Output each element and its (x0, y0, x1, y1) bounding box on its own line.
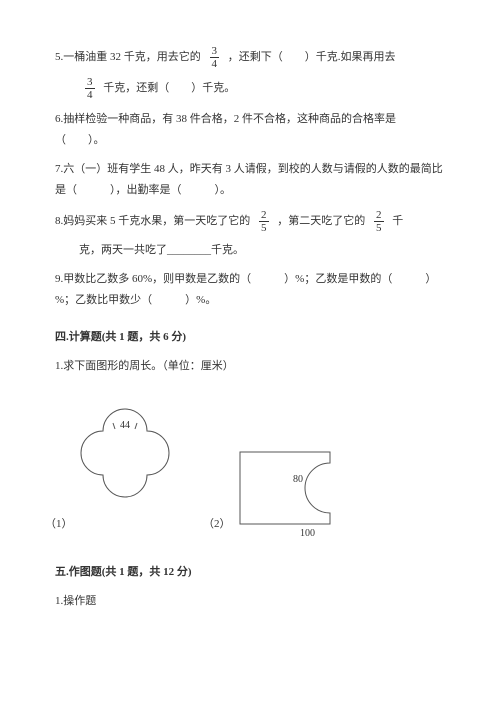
fraction-2-5-b: 2 5 (374, 209, 384, 234)
fraction-3-4-a: 3 4 (210, 45, 220, 70)
frac-den: 5 (374, 222, 384, 234)
section-4-q1: 1.求下面图形的周长。（单位：厘米） (55, 356, 445, 377)
frac-num: 2 (259, 209, 269, 222)
question-5: 5.一桶油重 32 千克，用去它的 3 4 ，还剩下（ ）千克.如果再用去 3 … (55, 45, 445, 101)
worksheet-page: 5.一桶油重 32 千克，用去它的 3 4 ，还剩下（ ）千克.如果再用去 3 … (0, 0, 500, 650)
q8-text-1: 8.妈妈买来 5 千克水果，第一天吃了它的 (55, 215, 250, 227)
figures-row: 44 （1） 80 100 （2） (55, 395, 445, 535)
section-5-title: 五.作图题(共 1 题，共 12 分) (55, 562, 445, 583)
question-8: 8.妈妈买来 5 千克水果，第一天吃了它的 2 5 ，第二天吃了它的 2 5 千… (55, 209, 445, 261)
q6-line2: （ ）。 (55, 130, 445, 151)
fraction-3-4-b: 3 4 (85, 76, 95, 101)
section-4-title: 四.计算题(共 1 题，共 6 分) (55, 327, 445, 348)
figure-1: 44 （1） (65, 395, 185, 535)
q5-text-3: 千克，还剩（ ）千克。 (103, 82, 235, 94)
question-6: 6.抽样检验一种商品，有 38 件合格，2 件不合格，这种商品的合格率是 （ ）… (55, 109, 445, 151)
q5-text-1: 5.一桶油重 32 千克，用去它的 (55, 51, 201, 63)
q8-line2: 克，两天一共吃了________千克。 (55, 240, 445, 261)
frac-den: 4 (210, 58, 220, 70)
frac-num: 3 (85, 76, 95, 89)
fig2-dim-h: 80 (293, 474, 303, 485)
fraction-2-5-a: 2 5 (259, 209, 269, 234)
question-7: 7.六（一）班有学生 48 人，昨天有 3 人请假，到校的人数与请假的人数的最简… (55, 159, 445, 201)
section-5-q1: 1.操作题 (55, 591, 445, 612)
q5-line2: 3 4 千克，还剩（ ）千克。 (55, 76, 445, 101)
frac-den: 5 (259, 222, 269, 234)
figure-1-label: （1） (45, 514, 185, 535)
q5-text-2: ，还剩下（ ）千克.如果再用去 (228, 51, 396, 63)
frac-den: 4 (85, 89, 95, 101)
q8-text-2: ，第二天吃了它的 (277, 215, 365, 227)
frac-num: 3 (210, 45, 220, 58)
q6-line1: 6.抽样检验一种商品，有 38 件合格，2 件不合格，这种商品的合格率是 (55, 109, 445, 130)
quatrefoil-shape: 44 (65, 395, 185, 510)
fig1-dim: 44 (120, 420, 130, 431)
q8-text-3: 千 (392, 215, 403, 227)
question-9: 9.甲数比乙数多 60%，则甲数是乙数的（ ）%；乙数是甲数的（ ）%；乙数比甲… (55, 269, 445, 311)
figure-2-label: （2） (203, 514, 355, 535)
figure-2: 80 100 （2） (225, 442, 355, 535)
frac-num: 2 (374, 209, 384, 222)
